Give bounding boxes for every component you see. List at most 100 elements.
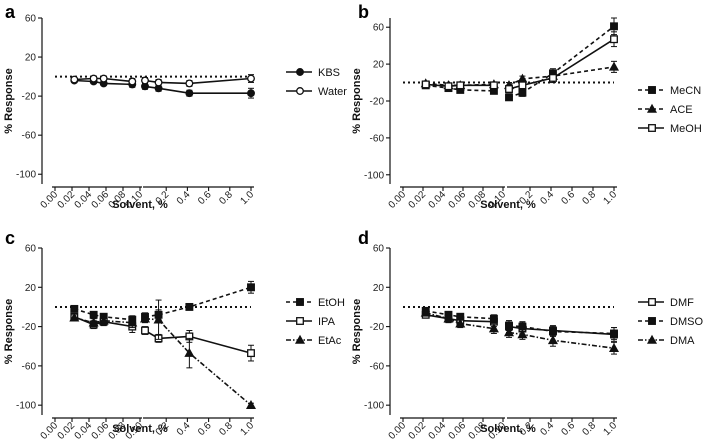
y-tick-label: -20 xyxy=(370,322,385,333)
y-tick-label: 60 xyxy=(25,14,37,25)
y-tick-label: 60 xyxy=(25,244,37,255)
series-etac xyxy=(69,299,257,409)
x-tick-label: 0.02 xyxy=(56,189,78,211)
y-tick-label: 60 xyxy=(373,244,385,255)
panel-d: d -100 -60 -20 20 60 % Response 0.000.020.040.0… xyxy=(351,228,703,440)
x-axis-label: Solvent, % xyxy=(480,199,536,211)
y-axis-label: % Response xyxy=(351,299,363,364)
x-tick-label: 0.06 xyxy=(447,189,469,211)
legend-label: MeCN xyxy=(670,85,701,97)
x-tick-label: 1.0 xyxy=(602,189,620,207)
legend-label: IPA xyxy=(318,316,336,328)
x-tick-label: 0.4 xyxy=(539,189,557,207)
y-tick-label: 60 xyxy=(373,23,385,34)
x-tick-label: 0.04 xyxy=(73,189,95,211)
x-tick-label: 0.6 xyxy=(196,420,214,438)
x-tick-label: 0.6 xyxy=(560,420,578,438)
x-tick-label: 1.0 xyxy=(239,420,257,438)
series-line-left xyxy=(74,308,133,321)
data-point xyxy=(518,322,527,331)
data-point xyxy=(518,88,527,97)
data-point xyxy=(608,61,620,71)
data-point xyxy=(443,313,454,323)
series-line-right xyxy=(508,324,615,335)
y-axis-label: % Response xyxy=(351,68,363,133)
x-tick-label: 1.0 xyxy=(239,189,257,207)
y-tick-label: 20 xyxy=(373,60,385,71)
legend-entry-kbs: KBS xyxy=(286,67,340,79)
legend-marker xyxy=(296,317,304,325)
legend-entry-ace: ACE xyxy=(638,103,693,116)
legend-label: EtOH xyxy=(318,297,345,309)
x-tick-label: 0.4 xyxy=(539,420,557,438)
panel-letter: d xyxy=(358,228,369,248)
legend-marker xyxy=(296,68,304,76)
data-point xyxy=(518,81,527,90)
series-line-left xyxy=(425,312,495,330)
data-point xyxy=(128,77,137,86)
x-tick-label: 0.00 xyxy=(387,420,409,440)
y-tick-label: -100 xyxy=(364,170,384,181)
data-point xyxy=(489,314,498,323)
x-tick-label: 0.6 xyxy=(560,189,578,207)
legend-marker xyxy=(646,334,658,344)
series-line-left xyxy=(74,316,133,324)
x-tick-label: 0.06 xyxy=(447,420,469,440)
data-point xyxy=(247,349,255,358)
legend-label: DMSO xyxy=(670,316,703,328)
x-tick-label: 0.00 xyxy=(387,189,409,211)
data-point xyxy=(505,85,513,93)
x-tick-label: 0.8 xyxy=(581,420,599,438)
x-tick-label: 0.4 xyxy=(175,420,193,438)
data-point xyxy=(247,283,255,292)
data-point xyxy=(139,313,151,323)
y-tick-label: -100 xyxy=(16,170,36,181)
legend-label: MeOH xyxy=(670,123,702,135)
legend-marker xyxy=(648,298,656,306)
series-line-right xyxy=(144,85,251,94)
data-point xyxy=(127,317,138,327)
legend-marker xyxy=(294,334,306,344)
x-tick-label: 0.02 xyxy=(407,189,429,211)
y-tick-label: -100 xyxy=(364,401,384,412)
data-point xyxy=(444,82,453,91)
x-tick-label: 0.8 xyxy=(581,189,599,207)
x-axis-label: Solvent, % xyxy=(112,423,168,435)
series-line-right xyxy=(508,38,615,90)
panel-letter: a xyxy=(5,2,16,22)
data-point xyxy=(455,318,466,328)
data-point xyxy=(184,347,195,357)
y-tick-label: -100 xyxy=(16,401,36,412)
y-tick-label: -60 xyxy=(370,133,385,144)
data-point xyxy=(517,329,528,339)
data-point xyxy=(247,74,255,83)
data-point xyxy=(98,315,109,325)
series-line-right xyxy=(144,329,252,354)
series-dma xyxy=(420,307,620,355)
legend-label: Water xyxy=(318,86,347,98)
data-point xyxy=(549,73,557,82)
y-axis-label: % Response xyxy=(3,68,15,133)
y-tick-label: -60 xyxy=(22,361,37,372)
data-point xyxy=(185,89,194,98)
data-point xyxy=(610,329,618,338)
y-tick-label: -60 xyxy=(370,361,385,372)
data-point xyxy=(185,79,194,88)
data-point xyxy=(420,307,431,317)
x-tick-label: 0.06 xyxy=(90,189,112,211)
data-point xyxy=(141,76,149,85)
series-line-left xyxy=(425,83,494,88)
series-water xyxy=(70,74,255,88)
x-tick-label: 0.04 xyxy=(427,189,449,211)
series-line-right xyxy=(144,77,252,85)
series-line-right xyxy=(508,66,615,87)
x-tick-label: 0.8 xyxy=(217,189,235,207)
series-line-left xyxy=(425,84,494,92)
legend-marker xyxy=(648,86,656,94)
legend-label: EtAc xyxy=(318,335,342,347)
legend-label: ACE xyxy=(670,104,693,116)
series-line-left xyxy=(74,77,133,83)
panel-letter: b xyxy=(358,2,369,22)
